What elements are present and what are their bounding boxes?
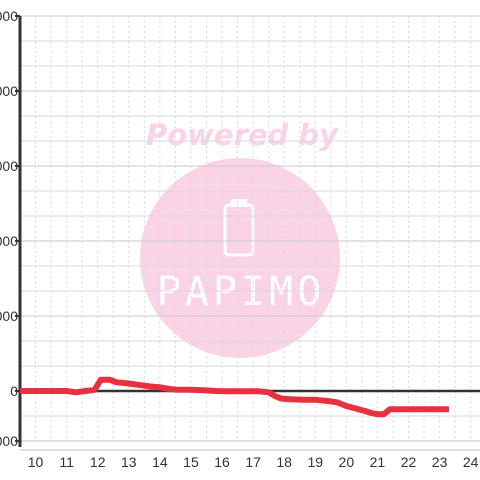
y-tick-label: 150,000 [0,8,18,24]
tick-labels: -20,000 0 30,000 60,000 90,000 120,000 150,000… [0,8,479,470]
x-tick-label: 12 [90,454,106,470]
y-tick-label: 90,000 [0,158,18,174]
x-tick-label: 17 [245,454,261,470]
x-tick-label: 14 [152,454,168,470]
watermark: Powered by PAPIMO [140,118,340,358]
x-tick-label: 10 [28,454,44,470]
x-tick-label: 20 [339,454,355,470]
x-tick-label: 15 [183,454,199,470]
x-tick-label: 11 [59,454,74,470]
watermark-circle [140,158,340,358]
y-tick-label: -20,000 [0,433,18,449]
watermark-brand-text: PAPIMO [157,269,326,315]
y-tick-label: 60,000 [0,233,18,249]
x-tick-label: 13 [121,454,137,470]
x-tick-label: 21 [370,454,386,470]
series-line [20,376,449,418]
series-layer [20,376,449,418]
x-tick-label: 22 [401,454,417,470]
x-tick-label: 19 [307,454,323,470]
y-tick-label: 0 [10,383,18,399]
y-tick-label: 30,000 [0,308,18,324]
x-tick-label: 18 [276,454,292,470]
watermark-powered-by-text: Powered by [146,118,339,152]
grid [20,15,480,442]
x-tick-label: 23 [432,454,448,470]
phone-icon [223,199,255,257]
x-tick-label: 16 [214,454,230,470]
x-tick-label: 24 [463,454,479,470]
y-tick-label: 120,000 [0,83,18,99]
